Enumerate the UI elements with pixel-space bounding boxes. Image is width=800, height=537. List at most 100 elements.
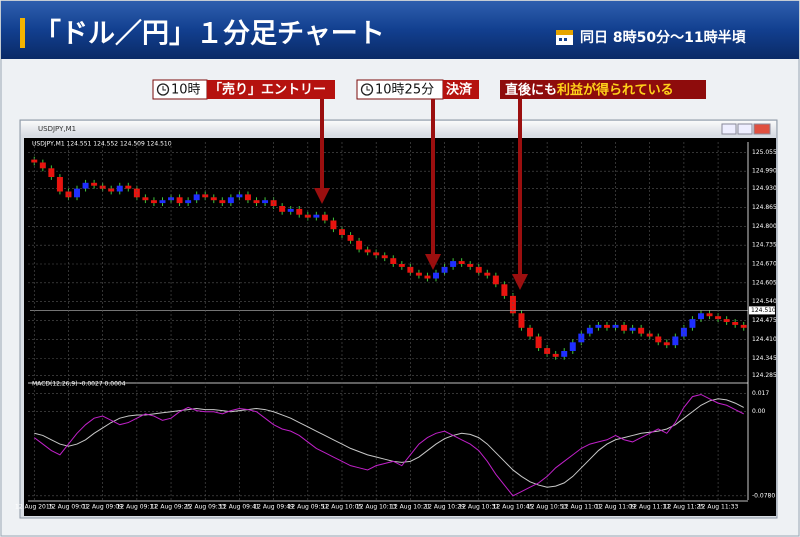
- candle-body: [56, 177, 63, 192]
- candle-body: [91, 182, 98, 186]
- candle-body: [715, 316, 722, 320]
- y-tick-label: 125.055: [752, 149, 777, 156]
- candle-body: [441, 266, 448, 273]
- callout-time: 10時: [171, 83, 201, 98]
- y-tick-label: 124.410: [752, 336, 777, 343]
- callout-highlight: 利益が得られている: [557, 82, 674, 98]
- candle-body: [304, 214, 311, 218]
- candle-body: [227, 197, 234, 204]
- candle-body: [638, 327, 645, 334]
- y-tick-label: 124.735: [752, 242, 777, 249]
- y-tick-label: 124.345: [752, 355, 777, 362]
- x-tick-label: 12 Aug 09:01: [48, 504, 89, 511]
- window-title: USDJPY,M1: [38, 125, 76, 133]
- y-tick-label: 124.990: [752, 168, 777, 175]
- candle-body: [398, 264, 405, 267]
- callout-time: 10時25分: [375, 83, 434, 98]
- x-tick-label: 12 Aug 09:09: [82, 504, 123, 511]
- y-tick-label: 124.800: [752, 223, 777, 230]
- candle-body: [680, 327, 687, 337]
- candle-body: [364, 249, 371, 253]
- candle-body: [142, 197, 149, 201]
- candle-body: [740, 324, 747, 328]
- y-tick-label: 124.285: [752, 372, 777, 379]
- candle-body: [31, 159, 38, 163]
- x-tick-label: 12 Aug 09:25: [151, 504, 192, 511]
- x-tick-label: 12 Aug 2015: [15, 504, 54, 511]
- candle-body: [193, 194, 200, 201]
- x-tick-label: 12 Aug 11:17: [629, 504, 670, 511]
- callout-label: 決済: [446, 82, 473, 98]
- candle-body: [415, 272, 422, 276]
- x-tick-label: 12 Aug 11:01: [561, 504, 602, 511]
- candle-body: [116, 185, 123, 192]
- candle-body: [347, 235, 354, 241]
- candle-body: [578, 333, 585, 343]
- header-bar: [1, 1, 799, 59]
- x-tick-label: 12 Aug 10:29: [424, 504, 465, 511]
- indicator-line: [34, 398, 744, 488]
- callout-label: 「売り」エントリー: [209, 82, 326, 98]
- chart-window: USDJPY,M1: [19, 119, 778, 519]
- x-tick-label: 12 Aug 09:57: [288, 504, 329, 511]
- candle-body: [561, 351, 568, 357]
- candle-body: [621, 324, 628, 331]
- candle-body: [501, 284, 508, 296]
- candle-body: [450, 261, 457, 267]
- x-tick-label: 12 Aug 09:17: [117, 504, 158, 511]
- y-tick-label: -0.0780: [752, 492, 775, 499]
- candle-body: [492, 275, 499, 285]
- callout-text: 直後にも利益が得られている: [505, 82, 674, 98]
- candle-body: [253, 200, 260, 204]
- candle-body: [48, 168, 55, 177]
- current-price-label: 124.510: [751, 307, 776, 314]
- candle-body: [185, 200, 192, 204]
- candle-body: [732, 322, 739, 325]
- x-tick-label: 12 Aug 11:33: [698, 504, 739, 511]
- candle-body: [569, 342, 576, 351]
- candle-body: [356, 240, 363, 250]
- x-tick-label: 12 Aug 09:41: [219, 504, 260, 511]
- candle-body: [262, 200, 269, 204]
- candle-body: [527, 327, 534, 337]
- candle-body: [133, 188, 140, 198]
- candle-body: [697, 313, 704, 320]
- candle-body: [159, 200, 166, 204]
- candle-body: [381, 255, 388, 259]
- candle-body: [467, 264, 474, 267]
- callout-exit: 10時25分 決済: [356, 79, 479, 100]
- candle-body: [321, 214, 328, 221]
- candle-body: [313, 214, 320, 218]
- x-tick-label: 12 Aug 09:33: [185, 504, 226, 511]
- y-tick-label: 124.930: [752, 185, 777, 192]
- candle-body: [424, 275, 431, 279]
- candle-body: [655, 336, 662, 343]
- candle-body: [586, 327, 593, 334]
- x-tick-label: 12 Aug 10:53: [527, 504, 568, 511]
- current-price-box: [749, 306, 775, 315]
- candle-body: [629, 327, 636, 331]
- x-tick-label: 12 Aug 10:45: [493, 504, 534, 511]
- candle-body: [39, 162, 46, 169]
- candle-body: [689, 319, 696, 328]
- header-title: 「ドル／円」１分足チャート: [34, 18, 385, 50]
- candle-body: [509, 295, 516, 314]
- candle-body: [518, 313, 525, 328]
- candle-body: [219, 200, 226, 204]
- candle-body: [210, 197, 217, 201]
- panel-info: MACD(12,26,9) -0.0027 0.0004: [32, 381, 126, 388]
- candle-body: [373, 252, 380, 256]
- callout-plain: 直後にも: [505, 82, 557, 98]
- x-tick-label: 12 Aug 09:49: [253, 504, 294, 511]
- candle-body: [433, 272, 440, 279]
- candle-body: [706, 313, 713, 317]
- candle-body: [475, 266, 482, 273]
- y-tick-label: 0.017: [752, 390, 769, 397]
- candle-body: [82, 182, 89, 189]
- candle-body: [108, 188, 115, 192]
- candle-body: [338, 229, 345, 235]
- candle-body: [552, 353, 559, 357]
- candle-body: [74, 188, 81, 198]
- y-tick-label: 124.865: [752, 204, 777, 211]
